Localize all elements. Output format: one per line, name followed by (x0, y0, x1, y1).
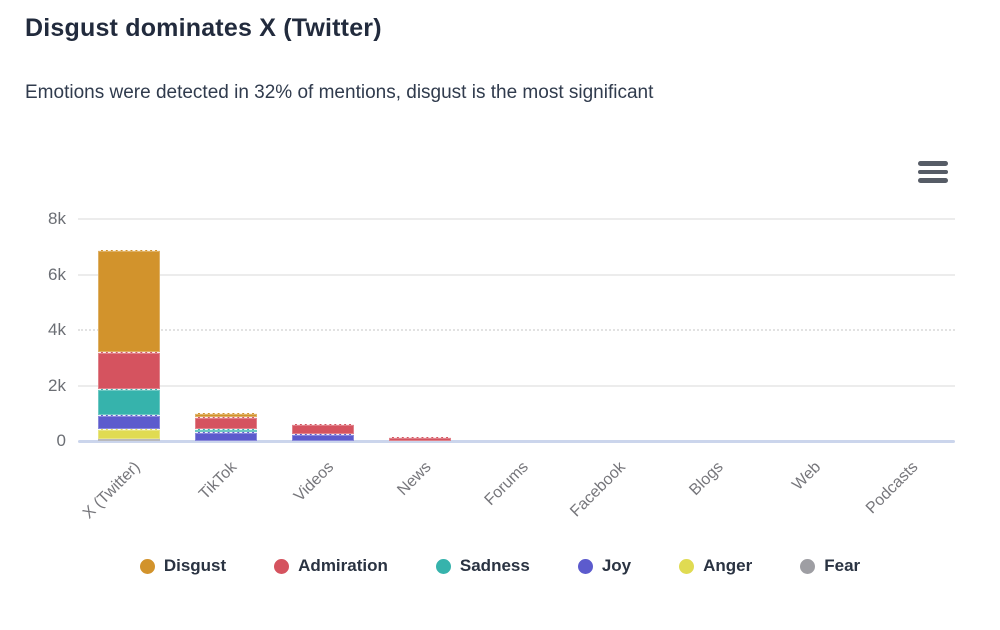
x-axis-label-x-twitter: X (Twitter) (79, 458, 144, 523)
y-axis-tick-label-4k: 4k (48, 320, 66, 339)
y-axis-tick-label-6k: 6k (48, 264, 66, 284)
legend-label-joy: Joy (601, 556, 632, 575)
legend-item-admiration[interactable]: Admiration (274, 556, 388, 576)
legend-dot-fear (800, 558, 816, 574)
gridline-8k (78, 218, 955, 220)
x-axis-line (78, 440, 955, 443)
legend-item-disgust[interactable]: Disgust (139, 556, 227, 576)
legend-dot-sadness (435, 558, 451, 574)
bar-segment-x-twitter-anger[interactable] (97, 428, 160, 440)
bar-segment-tiktok-disgust[interactable] (194, 413, 257, 418)
gridline-6k (78, 273, 955, 276)
x-axis-label-facebook: Facebook (567, 458, 630, 521)
legend-item-anger[interactable]: Anger (679, 556, 752, 576)
bar-segment-tiktok-admiration[interactable] (194, 417, 257, 430)
bar-segment-x-twitter-admiration[interactable] (97, 351, 160, 390)
page-subtitle: Emotions were detected in 32% of mention… (25, 82, 654, 103)
legend-item-joy[interactable]: Joy (577, 556, 632, 576)
legend-dot-joy (577, 558, 593, 574)
legend-label-admiration: Admiration (298, 556, 388, 575)
x-axis-label-forums: Forums (481, 458, 533, 510)
bar-segment-tiktok-joy[interactable] (194, 432, 257, 441)
bar-segment-x-twitter-disgust[interactable] (97, 250, 160, 352)
gridline-2k (78, 384, 955, 387)
x-axis-label-tiktok: TikTok (196, 458, 241, 503)
chart-menu-button[interactable] (918, 158, 954, 186)
legend-label-disgust: Disgust (163, 556, 227, 575)
legend-dot-disgust (139, 558, 155, 574)
legend-dot-anger (679, 558, 695, 574)
chart-legend: Disgust Admiration Sadness Joy Anger Fear (0, 556, 1000, 576)
bar-segment-news-admiration[interactable] (389, 437, 452, 441)
legend-label-fear: Fear (824, 556, 861, 575)
legend-dot-admiration (274, 558, 290, 574)
x-axis-label-web: Web (788, 458, 824, 494)
x-axis-label-podcasts: Podcasts (862, 458, 922, 518)
y-axis-tick-label-8k: 8k (48, 209, 66, 228)
x-axis-label-news: News (394, 458, 435, 499)
bar-segment-videos-admiration[interactable] (292, 424, 355, 435)
legend-label-sadness: Sadness (459, 556, 530, 575)
bar-segment-x-twitter-joy[interactable] (97, 415, 160, 429)
x-axis-label-videos: Videos (291, 458, 338, 506)
gridline-4k (78, 329, 955, 331)
y-axis-tick-label-0: 0 (56, 431, 66, 450)
legend-item-fear[interactable]: Fear (800, 556, 860, 576)
page-title: Disgust dominates X (Twitter) (25, 14, 382, 42)
legend-label-anger: Anger (703, 556, 753, 575)
bar-segment-videos-joy[interactable] (292, 434, 355, 441)
bar-segment-x-twitter-fear[interactable] (97, 439, 160, 441)
bar-segment-tiktok-sadness[interactable] (194, 429, 257, 433)
bar-segment-x-twitter-sadness[interactable] (97, 389, 160, 416)
legend-item-sadness[interactable]: Sadness (435, 556, 530, 576)
hamburger-icon (918, 161, 948, 166)
y-axis-tick-label-2k: 2k (48, 375, 66, 395)
x-axis-label-blogs: Blogs (686, 458, 727, 499)
